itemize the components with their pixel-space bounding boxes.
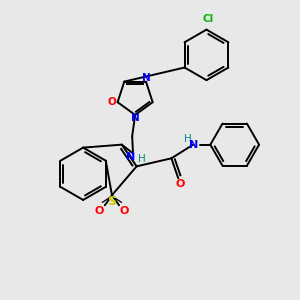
Text: Cl: Cl — [202, 14, 214, 24]
Text: O: O — [95, 206, 104, 216]
Text: O: O — [108, 97, 117, 107]
Text: H: H — [138, 154, 146, 164]
Text: O: O — [175, 178, 184, 189]
Text: N: N — [131, 113, 140, 124]
Text: S: S — [107, 195, 116, 208]
Text: N: N — [126, 152, 135, 161]
Text: O: O — [120, 206, 129, 216]
Text: N: N — [189, 140, 199, 150]
Text: N: N — [142, 73, 150, 83]
Text: H: H — [184, 134, 192, 144]
